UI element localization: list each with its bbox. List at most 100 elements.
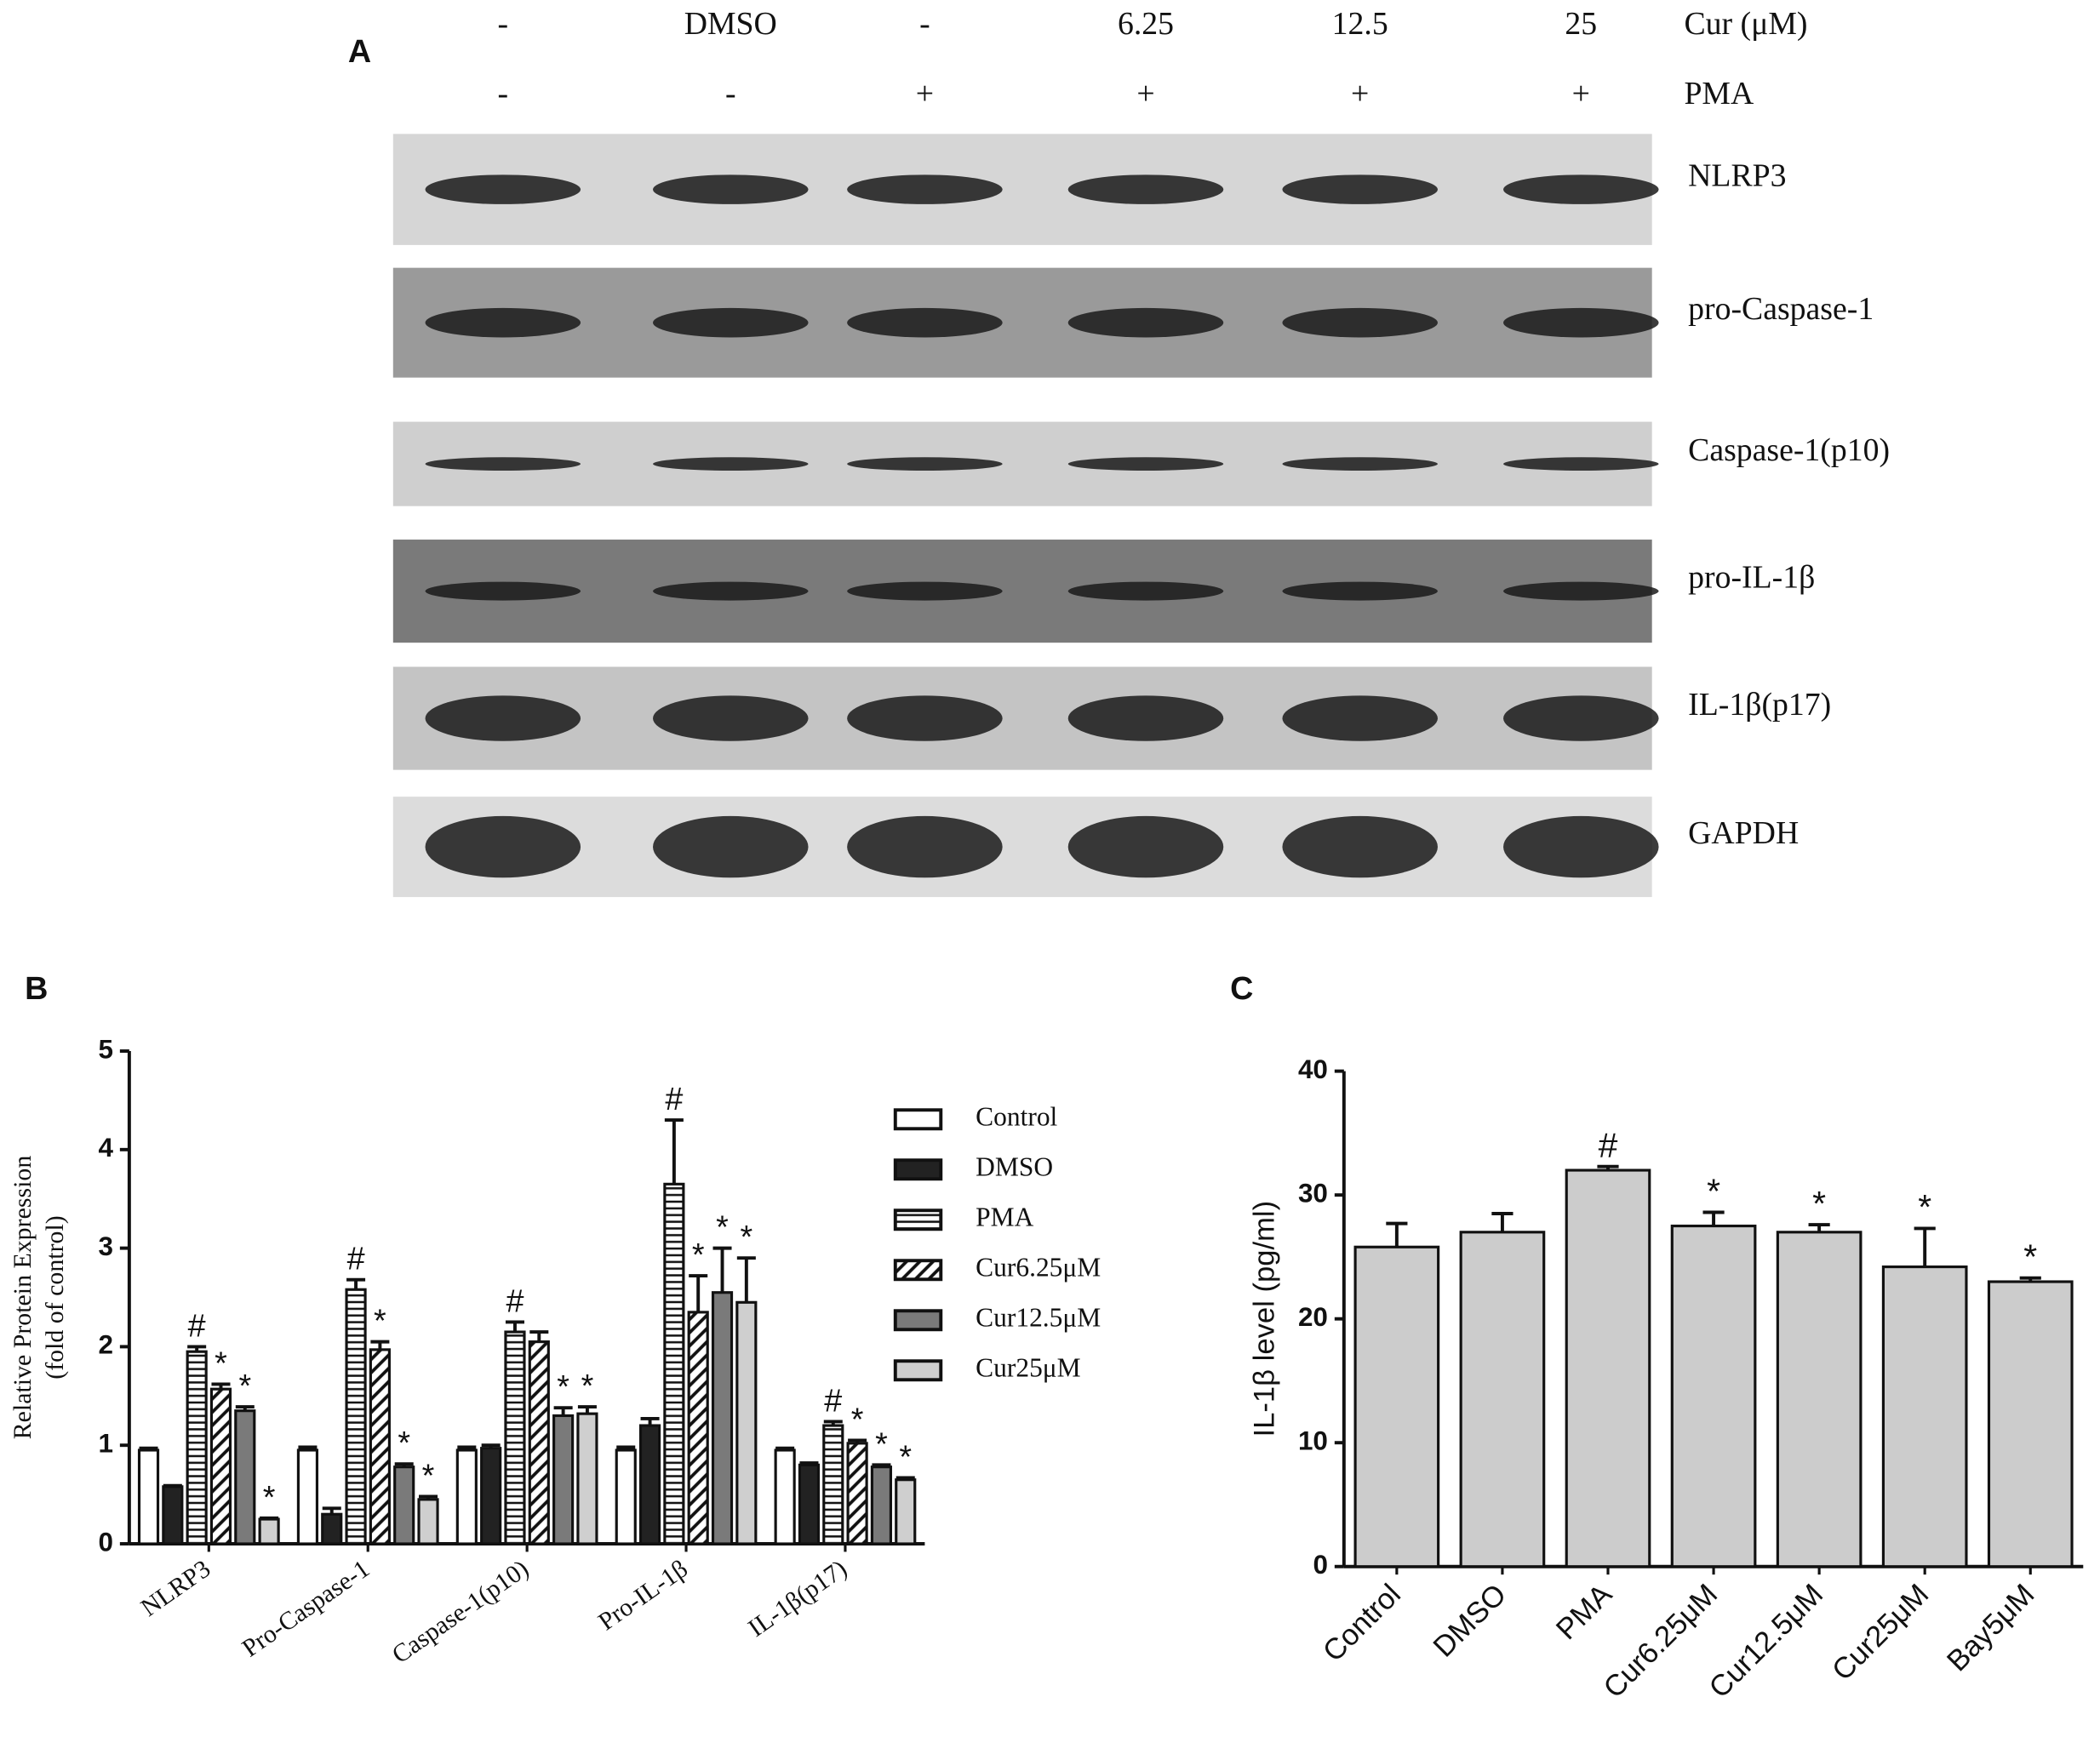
- panel-label: B: [25, 970, 48, 1006]
- significance-mark: #: [188, 1307, 206, 1343]
- blot-strip: [392, 267, 1652, 378]
- blot-strip: [392, 540, 1652, 643]
- bar: [417, 1498, 439, 1545]
- legend-label: Control: [976, 1101, 1057, 1131]
- blot-band: [1503, 174, 1659, 204]
- bar: [615, 1448, 637, 1545]
- blot-band: [847, 815, 1003, 878]
- legend-label: DMSO: [976, 1151, 1053, 1181]
- blot-band: [1503, 695, 1659, 741]
- legend-swatch: [893, 1158, 943, 1181]
- row-label: PMA: [1684, 76, 1754, 111]
- x-tick-label: NLRP3: [136, 1555, 216, 1622]
- blot-band: [847, 581, 1003, 601]
- protein-label: IL-1β(p17): [1688, 687, 1831, 723]
- x-tick-label: Pro-Caspase-1: [237, 1555, 375, 1663]
- x-tick-label: Control: [1317, 1578, 1407, 1668]
- lane-label: -: [919, 6, 930, 42]
- significance-mark: *: [1707, 1171, 1720, 1210]
- y-axis-label: IL-1β level (pg/ml): [1249, 1201, 1281, 1437]
- legend-swatch: [893, 1259, 943, 1282]
- bar: [552, 1414, 575, 1545]
- x-tick-label: Cur12.5μM: [1703, 1578, 1829, 1704]
- blot-band: [1503, 307, 1659, 338]
- significance-mark: *: [899, 1438, 912, 1474]
- significance-mark: #: [347, 1241, 365, 1277]
- blot-band: [847, 174, 1003, 204]
- panel-label: A: [348, 33, 371, 69]
- bar: [296, 1448, 319, 1545]
- blot-band: [1067, 307, 1224, 338]
- legend-label: PMA: [976, 1202, 1033, 1231]
- blot-band: [653, 174, 809, 204]
- significance-mark: *: [263, 1479, 276, 1515]
- significance-mark: *: [716, 1209, 729, 1245]
- legend-swatch: [893, 1309, 943, 1332]
- bar: [1987, 1280, 2074, 1568]
- y-tick-label: 2: [98, 1330, 113, 1360]
- blot-strip: [392, 134, 1652, 245]
- y-tick-label: 3: [98, 1231, 113, 1261]
- blot-strip: [392, 666, 1652, 770]
- panel-label: C: [1230, 970, 1253, 1006]
- y-tick-label: 5: [98, 1034, 113, 1064]
- blot-strip: [392, 421, 1652, 506]
- bar: [663, 1182, 685, 1545]
- blot-band: [1503, 815, 1659, 878]
- y-axis-label: (fold of control): [41, 1215, 69, 1379]
- bar: [258, 1517, 280, 1545]
- blot-band: [1282, 695, 1438, 741]
- blot-band: [1282, 457, 1438, 471]
- blot-band: [1503, 457, 1659, 471]
- bar: [321, 1512, 343, 1545]
- blot-band: [425, 457, 581, 471]
- bar: [1353, 1245, 1440, 1568]
- lane-label: +: [1572, 76, 1590, 111]
- blot-band: [653, 815, 809, 878]
- blot-band: [425, 307, 581, 338]
- blot-band: [1067, 457, 1224, 471]
- protein-label: pro-IL-1β: [1688, 560, 1815, 596]
- legend-swatch: [893, 1208, 943, 1231]
- significance-mark: *: [238, 1368, 251, 1403]
- bar: [504, 1330, 526, 1545]
- y-tick-label: 40: [1298, 1054, 1328, 1084]
- y-tick-label: 1: [98, 1429, 113, 1459]
- x-tick-label: Caspase-1(p10): [387, 1555, 535, 1670]
- bar: [1881, 1265, 1968, 1568]
- blot-band: [847, 695, 1003, 741]
- x-tick-label: DMSO: [1428, 1578, 1513, 1663]
- blot-band: [653, 581, 809, 601]
- significance-mark: *: [422, 1457, 435, 1493]
- protein-label: pro-Caspase-1: [1688, 291, 1874, 327]
- blot-band: [1282, 815, 1438, 878]
- protein-label: NLRP3: [1688, 158, 1786, 194]
- y-tick-label: 4: [98, 1133, 113, 1163]
- legend-label: Cur6.25μM: [976, 1252, 1101, 1282]
- y-tick-label: 0: [1313, 1550, 1328, 1580]
- bar: [234, 1409, 256, 1545]
- blot-band: [425, 695, 581, 741]
- bar: [576, 1412, 598, 1545]
- lane-label: +: [1136, 76, 1154, 111]
- bar: [846, 1442, 868, 1545]
- significance-mark: *: [692, 1237, 705, 1272]
- y-tick-label: 20: [1298, 1302, 1328, 1332]
- bar: [735, 1300, 758, 1545]
- lane-label: -: [498, 76, 509, 111]
- lane-label: -: [498, 6, 509, 42]
- significance-mark: #: [665, 1081, 683, 1117]
- x-tick-label: Pro-IL-1β: [593, 1555, 693, 1637]
- blot-band: [1282, 174, 1438, 204]
- bar: [774, 1448, 796, 1545]
- blot-strip: [392, 797, 1652, 898]
- bar: [687, 1311, 709, 1545]
- bar: [1459, 1231, 1546, 1568]
- blot-band: [1067, 174, 1224, 204]
- y-tick-label: 0: [98, 1527, 113, 1557]
- y-tick-label: 30: [1298, 1178, 1328, 1208]
- bar: [711, 1291, 734, 1545]
- bar: [393, 1465, 415, 1545]
